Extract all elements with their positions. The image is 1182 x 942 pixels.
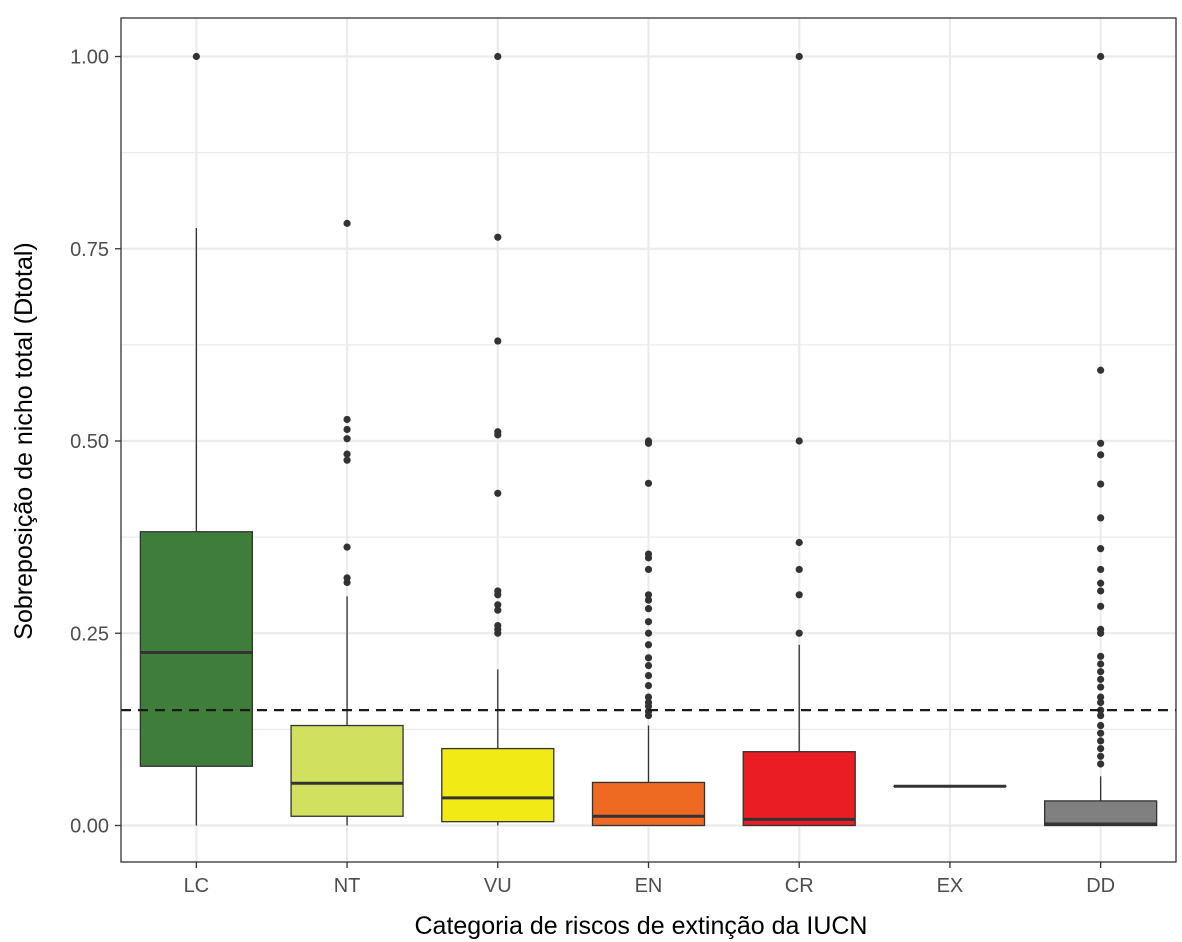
outlier-point <box>795 538 803 547</box>
outlier-point <box>494 52 502 61</box>
x-axis-title: Categoria de riscos de extinção da IUCN <box>414 912 867 940</box>
outlier-point <box>644 591 653 599</box>
outlier-point <box>644 671 653 680</box>
outlier-point <box>494 337 502 345</box>
outlier-point <box>1097 366 1105 374</box>
outlier-point <box>1097 652 1105 660</box>
outlier-point <box>1097 737 1105 745</box>
outlier-point <box>494 233 502 241</box>
outlier-point <box>1097 514 1105 522</box>
outlier-point <box>1097 729 1105 737</box>
outlier-point <box>1097 439 1105 447</box>
outlier-point <box>494 489 502 497</box>
outlier-point <box>1097 721 1105 730</box>
x-tick-label: EX <box>937 875 964 897</box>
outlier-point <box>795 591 803 599</box>
x-tick-label: CR <box>785 875 814 897</box>
y-tick-label: 0.25 <box>70 623 109 645</box>
box-nt <box>290 219 404 826</box>
outlier-point <box>1097 587 1105 595</box>
outlier-point <box>494 606 502 614</box>
outlier-point <box>343 435 351 443</box>
outlier-point <box>644 681 653 690</box>
x-tick-label: NT <box>334 875 361 897</box>
outlier-point <box>644 661 653 670</box>
box-cr <box>742 52 856 827</box>
outlier-point <box>795 565 803 574</box>
outlier-point <box>1097 579 1105 587</box>
y-tick-label: 1.00 <box>70 47 109 69</box>
outlier-point <box>494 587 502 595</box>
outlier-point <box>1097 660 1105 668</box>
outlier-point <box>644 641 653 649</box>
outlier-point <box>644 437 653 445</box>
box-vu <box>441 52 555 826</box>
outlier-point <box>1097 706 1105 714</box>
outlier-point <box>1097 760 1105 768</box>
outlier-point <box>795 52 803 61</box>
outlier-point <box>644 550 653 558</box>
box-body <box>742 751 856 827</box>
outlier-point <box>1097 545 1105 553</box>
outlier-point <box>343 219 351 227</box>
outlier-point <box>644 654 653 662</box>
outlier-point <box>1097 451 1105 459</box>
outlier-point <box>343 450 351 458</box>
outlier-point <box>644 479 653 487</box>
outlier-point <box>1097 480 1105 488</box>
outlier-point <box>644 629 653 637</box>
y-tick-label: 0.00 <box>70 816 109 838</box>
y-tick-label: 0.75 <box>70 239 109 261</box>
outlier-point <box>644 618 653 626</box>
outlier-point <box>795 437 803 445</box>
box-dd <box>1043 52 1158 827</box>
y-tick-label: 0.50 <box>70 431 109 453</box>
outlier-point <box>1097 565 1105 574</box>
box-body <box>591 781 706 827</box>
outlier-point <box>644 693 653 701</box>
outlier-point <box>1097 683 1105 691</box>
x-tick-label: EN <box>635 875 663 897</box>
outlier-point <box>1097 602 1105 610</box>
outlier-point <box>644 565 653 574</box>
outlier-point <box>343 543 351 551</box>
outlier-point <box>795 629 803 637</box>
outlier-point <box>343 425 351 434</box>
box-body <box>441 747 555 823</box>
outlier-point <box>192 52 200 61</box>
outlier-point <box>1097 625 1105 634</box>
y-axis-title: Sobreposição de nicho total (Dtotal) <box>10 242 38 639</box>
box-body <box>290 724 404 817</box>
outlier-point <box>1097 668 1105 676</box>
outlier-point <box>1097 752 1105 760</box>
axis-ticks: 0.00 0.25 0.50 0.75 1.00 LC NT VU EN CR EX DD <box>70 47 1115 898</box>
outlier-point <box>644 596 653 604</box>
box-lc <box>139 52 254 826</box>
outlier-point <box>1097 745 1105 753</box>
outlier-point <box>644 605 653 613</box>
outlier-point <box>343 415 351 424</box>
outlier-point <box>343 456 351 464</box>
x-tick-label: VU <box>484 875 512 897</box>
outlier-point <box>1097 693 1105 701</box>
box-layer <box>139 52 1158 827</box>
x-tick-label: DD <box>1086 875 1115 897</box>
outlier-point <box>494 601 502 609</box>
outlier-point <box>1097 52 1105 61</box>
outlier-point <box>494 428 502 436</box>
outlier-point <box>1097 675 1105 683</box>
outlier-point <box>494 621 502 630</box>
box-en <box>591 437 706 827</box>
outlier-point <box>1097 711 1105 720</box>
outlier-point <box>1097 698 1105 707</box>
outlier-point <box>644 698 653 707</box>
box-body <box>1043 800 1158 827</box>
box-body <box>139 531 254 767</box>
outlier-point <box>343 574 351 582</box>
x-tick-label: LC <box>184 875 210 897</box>
